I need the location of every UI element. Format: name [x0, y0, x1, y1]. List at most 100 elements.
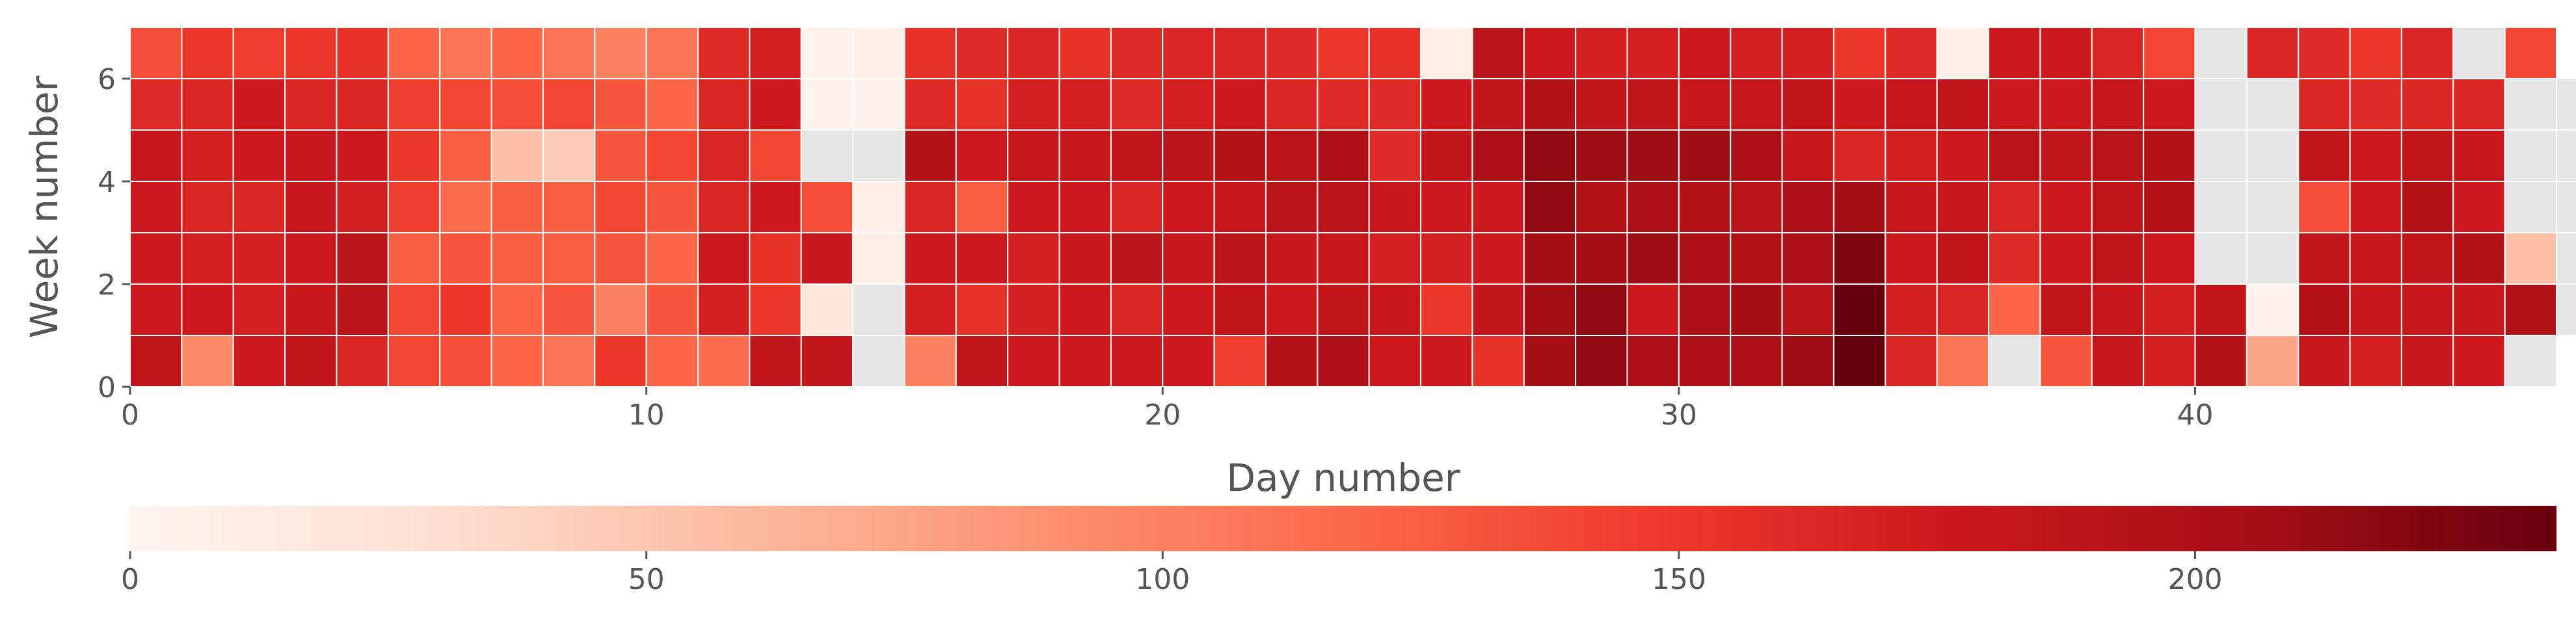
heatmap-cell: [2452, 283, 2506, 336]
heatmap-cell: [1471, 335, 1525, 387]
heatmap-cell: [232, 27, 286, 79]
heatmap-cell: [2091, 181, 2145, 233]
heatmap-cell: [1162, 335, 1215, 387]
heatmap-cell: [697, 27, 751, 79]
heatmap-cell: [232, 129, 286, 182]
y-axis-label: Week number: [22, 75, 66, 338]
heatmap-cell: [2143, 129, 2196, 182]
heatmap-cell: [2194, 27, 2247, 79]
heatmap-cell: [387, 129, 441, 182]
heatmap-cell: [2504, 78, 2557, 131]
heatmap-cell: [904, 78, 957, 131]
heatmap-cell: [1730, 181, 1783, 233]
heatmap-cell: [232, 283, 286, 336]
heatmap-cell: [439, 27, 492, 79]
heatmap-cell: [1781, 283, 1834, 336]
heatmap-cell: [2504, 283, 2557, 336]
heatmap-cell: [904, 335, 957, 387]
heatmap-cell: [1110, 181, 1164, 233]
heatmap-cell: [2452, 27, 2506, 79]
heatmap-cell: [1162, 283, 1215, 336]
heatmap-cell: [697, 335, 751, 387]
heatmap-cell: [852, 335, 906, 387]
heatmap-cell: [1058, 129, 1112, 182]
heatmap-cell: [697, 78, 751, 131]
heatmap-cell: [1420, 283, 1473, 336]
heatmap-cell: [1368, 129, 1422, 182]
heatmap-cell: [1936, 335, 1990, 387]
heatmap-cell: [955, 78, 1009, 131]
heatmap-cell: [1007, 181, 1060, 233]
heatmap-cell: [284, 129, 338, 182]
heatmap-cell: [542, 283, 596, 336]
heatmap-cell: [1678, 129, 1732, 182]
heatmap-cell: [1110, 27, 1164, 79]
heatmap-cell: [955, 232, 1009, 285]
heatmap-cell: [645, 78, 699, 131]
heatmap-cell: [2349, 78, 2402, 131]
heatmap-cell: [645, 27, 699, 79]
heatmap-cell: [2400, 27, 2454, 79]
heatmap-cell: [1368, 27, 1422, 79]
heatmap-cell: [2400, 129, 2454, 182]
heatmap-cell: [904, 129, 957, 182]
heatmap-cell: [1626, 335, 1680, 387]
colorbar-tick-label: 150: [1652, 563, 1706, 596]
heatmap-cell: [1678, 335, 1732, 387]
heatmap-cell: [181, 78, 234, 131]
heatmap-cell: [1420, 181, 1473, 233]
heatmap-cell: [2400, 181, 2454, 233]
heatmap-cell: [1420, 78, 1473, 131]
heatmap-cell: [232, 335, 286, 387]
heatmap-cell: [2091, 283, 2145, 336]
y-tick-label: 0: [98, 371, 116, 404]
heatmap-cell: [1575, 27, 1628, 79]
heatmap-cell: [2504, 129, 2557, 182]
heatmap-cell: [749, 283, 802, 336]
heatmap-cell: [1730, 283, 1783, 336]
heatmap-cell: [129, 181, 183, 233]
heatmap-cell: [594, 27, 647, 79]
heatmap-cell: [1781, 232, 1834, 285]
heatmap-cell: [129, 283, 183, 336]
heatmap-cell: [1110, 283, 1164, 336]
heatmap-cell: [904, 283, 957, 336]
heatmap-cell: [1007, 78, 1060, 131]
x-tick-label: 10: [628, 399, 665, 432]
heatmap-cell: [852, 129, 906, 182]
heatmap-cell: [1317, 181, 1370, 233]
heatmap-cell: [1213, 27, 1267, 79]
heatmap-cell: [336, 78, 389, 131]
heatmap-cell: [852, 78, 906, 131]
heatmap-cell: [1213, 232, 1267, 285]
heatmap-cell: [439, 129, 492, 182]
heatmap-cell: [594, 181, 647, 233]
heatmap-cell: [800, 232, 854, 285]
heatmap-cell: [490, 181, 544, 233]
heatmap-cell: [1678, 283, 1732, 336]
heatmap-cell: [1626, 232, 1680, 285]
heatmap-cell: [2143, 232, 2196, 285]
heatmap-cell: [1213, 78, 1267, 131]
heatmap-cell: [2091, 27, 2145, 79]
heatmap-cell: [1832, 181, 1886, 233]
heatmap-cell: [181, 232, 234, 285]
heatmap-cell: [1317, 27, 1370, 79]
heatmap-cell: [2504, 335, 2557, 387]
heatmap-cell: [1730, 232, 1783, 285]
heatmap-cell: [749, 27, 802, 79]
heatmap-cell: [2556, 78, 2576, 131]
heatmap-cell: [800, 181, 854, 233]
heatmap-cell: [1007, 232, 1060, 285]
heatmap-cell: [181, 181, 234, 233]
heatmap-cell: [1471, 27, 1525, 79]
heatmap-cell: [2246, 129, 2300, 182]
heatmap-cell: [852, 27, 906, 79]
heatmap-cell: [2556, 181, 2576, 233]
y-tick-label: 4: [98, 166, 116, 199]
heatmap-cell: [1678, 78, 1732, 131]
heatmap-cell: [1988, 181, 2041, 233]
heatmap-cell: [1317, 78, 1370, 131]
heatmap-cell: [1575, 78, 1628, 131]
